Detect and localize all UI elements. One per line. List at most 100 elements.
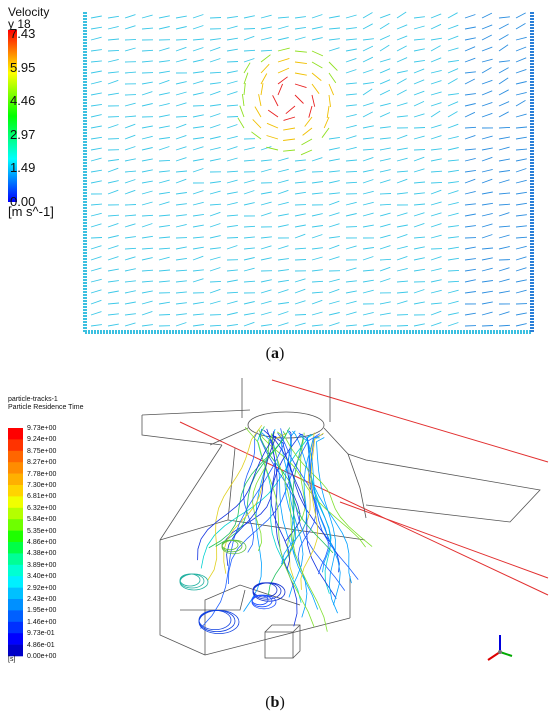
velocity-vector bbox=[175, 81, 187, 85]
velocity-vector bbox=[464, 111, 476, 118]
velocity-vector bbox=[175, 178, 187, 184]
velocity-vector bbox=[328, 15, 340, 19]
velocity-vector bbox=[175, 291, 187, 294]
velocity-vector bbox=[362, 111, 374, 118]
velocity-vector bbox=[328, 278, 340, 283]
velocity-vector bbox=[515, 100, 526, 107]
velocity-vector bbox=[158, 114, 170, 118]
velocity-vector bbox=[498, 324, 511, 327]
velocity-vector bbox=[226, 104, 239, 107]
velocity-vector bbox=[345, 69, 357, 74]
velocity-vector bbox=[345, 311, 357, 316]
velocity-vector bbox=[515, 12, 526, 19]
velocity-vector bbox=[175, 203, 187, 206]
velocity-vector bbox=[447, 190, 459, 195]
velocity-vector bbox=[294, 36, 306, 41]
velocity-vector bbox=[311, 269, 323, 272]
residence-colorbar-band bbox=[8, 530, 23, 543]
velocity-vector bbox=[124, 158, 136, 162]
velocity-vector bbox=[481, 223, 493, 228]
velocity-vector bbox=[175, 123, 187, 129]
velocity-vector bbox=[464, 258, 476, 261]
velocity-vector bbox=[328, 61, 338, 71]
velocity-vector bbox=[260, 49, 273, 52]
velocity-vector bbox=[379, 193, 392, 195]
velocity-vector bbox=[243, 301, 255, 305]
velocity-vector bbox=[243, 225, 256, 228]
velocity-vector bbox=[396, 267, 408, 272]
velocity-vector bbox=[362, 269, 375, 272]
velocity-vector bbox=[481, 301, 493, 305]
velocity-vector bbox=[464, 169, 476, 173]
velocity-vector bbox=[90, 237, 103, 239]
velocity-vector bbox=[498, 89, 509, 96]
velocity-vector bbox=[515, 179, 527, 184]
velocity-vector bbox=[141, 169, 153, 173]
velocity-vector bbox=[107, 245, 119, 250]
velocity-vector bbox=[226, 91, 238, 96]
velocity-vector bbox=[192, 224, 204, 228]
velocity-vector bbox=[283, 138, 296, 141]
velocity-field-svg bbox=[8, 11, 534, 334]
velocity-vector bbox=[141, 14, 153, 19]
velocity-vector bbox=[481, 178, 493, 184]
velocity-vector bbox=[226, 201, 238, 206]
velocity-vector bbox=[243, 190, 255, 195]
residence-tick-label: 8.75e+00 bbox=[27, 447, 57, 455]
velocity-vector bbox=[124, 214, 137, 217]
velocity-vector bbox=[107, 167, 119, 173]
velocity-vector bbox=[266, 146, 279, 151]
velocity-vector bbox=[294, 233, 306, 239]
velocity-vector bbox=[311, 37, 323, 41]
velocity-vector bbox=[481, 290, 493, 294]
particle-track bbox=[208, 427, 291, 549]
velocity-vector bbox=[447, 246, 459, 250]
velocity-vector bbox=[328, 244, 340, 250]
legend-unit-seconds: [s] bbox=[8, 656, 16, 663]
velocity-vector bbox=[447, 236, 459, 239]
particle-track bbox=[300, 432, 324, 590]
velocity-vector bbox=[158, 170, 170, 173]
velocity-vector bbox=[413, 68, 425, 74]
velocity-vector bbox=[311, 50, 324, 57]
velocity-vector bbox=[277, 279, 289, 283]
velocity-vector bbox=[362, 179, 374, 184]
velocity-vector bbox=[243, 58, 255, 63]
velocity-vector bbox=[141, 135, 153, 140]
velocity-vector bbox=[277, 311, 289, 316]
velocity-vector bbox=[141, 214, 154, 217]
velocity-vector bbox=[328, 300, 340, 305]
velocity-vector bbox=[413, 168, 425, 173]
velocity-vector bbox=[379, 58, 391, 63]
velocity-vector bbox=[515, 289, 527, 294]
velocity-vector bbox=[345, 124, 357, 129]
velocity-vector bbox=[260, 201, 272, 206]
velocity-vector bbox=[158, 137, 170, 140]
velocity-vector bbox=[498, 158, 510, 162]
velocity-vector bbox=[243, 28, 256, 30]
velocity-vector bbox=[362, 12, 373, 19]
velocity-vector bbox=[277, 179, 289, 184]
velocity-vector bbox=[124, 25, 136, 30]
velocity-vector bbox=[158, 314, 171, 316]
velocity-vector bbox=[243, 247, 255, 250]
velocity-vector bbox=[124, 204, 137, 206]
residence-tick-label: 0.00e+00 bbox=[27, 653, 57, 660]
velocity-vector bbox=[141, 223, 153, 228]
velocity-vector bbox=[192, 168, 204, 173]
velocity-vector bbox=[175, 214, 187, 217]
velocity-vector bbox=[464, 312, 476, 316]
velocity-vector bbox=[192, 158, 204, 162]
velocity-vector bbox=[266, 122, 279, 129]
velocity-vector bbox=[379, 212, 391, 217]
velocity-vector bbox=[175, 170, 188, 173]
velocity-vector bbox=[158, 236, 171, 239]
velocity-vector bbox=[260, 289, 272, 294]
residence-colorbar-band bbox=[8, 485, 23, 497]
velocity-vector bbox=[464, 203, 476, 206]
velocity-vector bbox=[226, 48, 238, 52]
velocity-vector bbox=[430, 267, 442, 272]
velocity-vector bbox=[481, 112, 493, 118]
velocity-vector bbox=[430, 13, 442, 19]
residence-tick-label: 9.73e+00 bbox=[27, 425, 57, 432]
